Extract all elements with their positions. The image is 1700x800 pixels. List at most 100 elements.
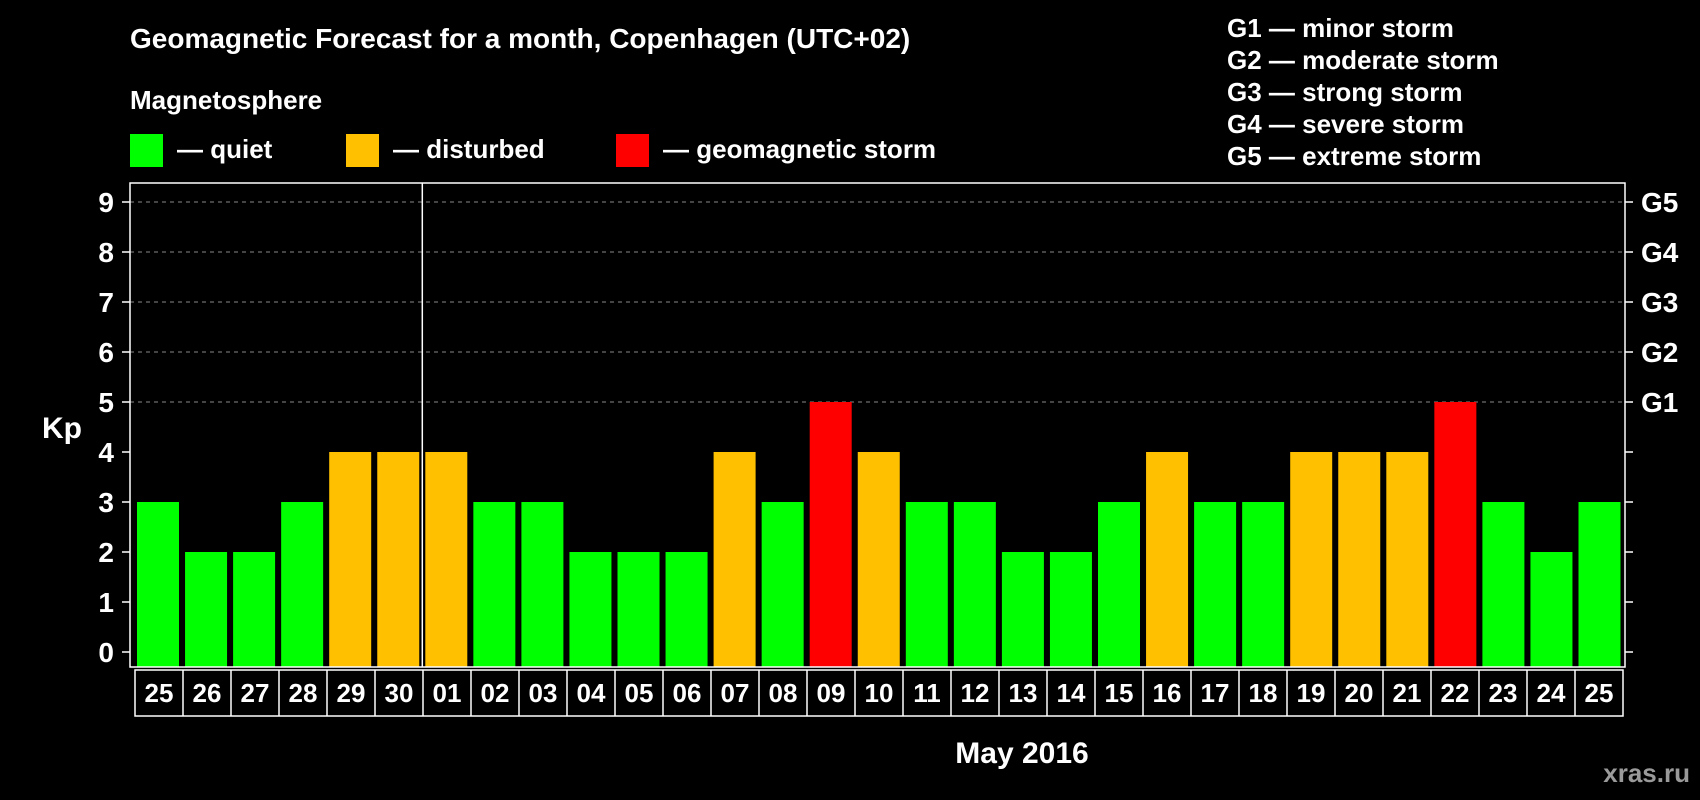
legend: — quiet — disturbed — geomagnetic storm (130, 134, 936, 167)
legend-label-storm: — geomagnetic storm (663, 134, 936, 164)
bar-04 (569, 552, 612, 667)
legend-swatch-storm (616, 134, 649, 167)
x-tick-label: 27 (241, 678, 270, 708)
x-tick-label: 02 (481, 678, 510, 708)
plot-area-frame (129, 182, 1626, 668)
x-tick-label: 18 (1249, 678, 1278, 708)
y-tick-label: 8 (98, 237, 114, 268)
x-tick-label: 17 (1201, 678, 1230, 708)
x-tick-label: 25 (145, 678, 174, 708)
y-tick-label: 1 (98, 587, 114, 618)
x-axis-date-labels: 25 26 27 28 29 30 01 02 03 04 05 06 07 08 09 10 11 12 13 14… (134, 669, 1624, 717)
y-tick-label: 3 (98, 487, 114, 518)
bar-25 (1578, 502, 1621, 667)
storm-scale-item: G3 — strong storm (1227, 77, 1462, 107)
bar-11 (905, 502, 948, 667)
chart-title: Geomagnetic Forecast for a month, Copenh… (130, 23, 910, 54)
y-tick-label: 0 (98, 637, 114, 668)
bar-03 (521, 502, 564, 667)
storm-level-label: G2 (1641, 337, 1678, 368)
storm-scale-item: G1 — minor storm (1227, 13, 1454, 43)
x-tick-label: 26 (193, 678, 222, 708)
x-tick-label: 25 (1585, 678, 1614, 708)
bar-18 (1242, 502, 1285, 667)
x-tick-label: 21 (1393, 678, 1422, 708)
x-tick-label: 09 (817, 678, 846, 708)
y-axis-label: Kp (42, 412, 82, 445)
storm-level-label: G3 (1641, 287, 1678, 318)
storm-scale-item: G5 — extreme storm (1227, 141, 1481, 171)
y-tick-label: 4 (98, 437, 114, 468)
y-tick-label: 6 (98, 337, 114, 368)
x-tick-label: 28 (289, 678, 318, 708)
legend-title: Magnetosphere (130, 85, 322, 115)
y-tick-label: 2 (98, 537, 114, 568)
bar-19 (1290, 452, 1333, 667)
bar-09 (809, 402, 852, 667)
x-tick-label: 08 (769, 678, 798, 708)
bar-26 (185, 552, 228, 667)
x-tick-label: 10 (865, 678, 894, 708)
bar-25 (137, 502, 179, 667)
legend-label-quiet: — quiet (177, 134, 273, 164)
x-tick-label: 23 (1489, 678, 1518, 708)
x-tick-label: 03 (529, 678, 558, 708)
x-tick-label: 04 (577, 678, 606, 708)
storm-scale-item: G4 — severe storm (1227, 109, 1464, 139)
bar-23 (1482, 502, 1525, 667)
date-strip (134, 669, 1624, 717)
legend-swatch-disturbed (346, 134, 379, 167)
bar-22 (1434, 402, 1477, 667)
x-tick-label: 05 (625, 678, 654, 708)
x-tick-label: 20 (1345, 678, 1374, 708)
bar-07 (713, 452, 756, 667)
x-tick-label: 06 (673, 678, 702, 708)
storm-level-axis: G1 G2 G3 G4 G5 (1625, 187, 1679, 653)
storm-level-label: G4 (1641, 237, 1679, 268)
bar-21 (1386, 452, 1429, 667)
bar-08 (761, 502, 804, 667)
y-tick-label: 7 (98, 287, 114, 318)
bar-15 (1098, 502, 1140, 667)
x-tick-label: 11 (913, 678, 941, 708)
bars (137, 402, 1621, 667)
bar-10 (857, 452, 900, 667)
x-tick-label: 19 (1297, 678, 1326, 708)
bar-28 (281, 502, 324, 667)
x-axis-label: May 2016 (955, 737, 1088, 770)
x-tick-label: 30 (385, 678, 414, 708)
bar-14 (1049, 552, 1092, 667)
bar-02 (473, 502, 516, 667)
bar-29 (329, 452, 372, 667)
x-tick-label: 12 (961, 678, 990, 708)
legend-swatch-quiet (130, 134, 163, 167)
bar-20 (1338, 452, 1381, 667)
x-tick-label: 15 (1105, 678, 1134, 708)
x-tick-label: 01 (433, 678, 462, 708)
x-tick-label: 13 (1009, 678, 1038, 708)
bar-05 (617, 552, 660, 667)
storm-level-label: G5 (1641, 187, 1678, 218)
x-tick-label: 16 (1153, 678, 1182, 708)
watermark: xras.ru (1603, 758, 1690, 788)
bar-30 (377, 452, 420, 667)
x-tick-label: 22 (1441, 678, 1470, 708)
x-tick-label: 24 (1537, 678, 1566, 708)
bar-24 (1530, 552, 1573, 667)
bar-01 (425, 452, 468, 667)
bar-13 (1001, 552, 1044, 667)
bar-27 (233, 552, 276, 667)
x-tick-label: 14 (1057, 678, 1086, 708)
y-tick-label: 9 (98, 187, 114, 218)
legend-label-disturbed: — disturbed (393, 134, 545, 164)
y-tick-label: 5 (98, 387, 114, 418)
storm-level-label: G1 (1641, 387, 1678, 418)
bar-06 (665, 552, 708, 667)
bar-12 (953, 502, 996, 667)
bar-16 (1146, 452, 1189, 667)
storm-scale-item: G2 — moderate storm (1227, 45, 1499, 75)
gridlines (130, 201, 1625, 403)
x-tick-label: 29 (337, 678, 366, 708)
